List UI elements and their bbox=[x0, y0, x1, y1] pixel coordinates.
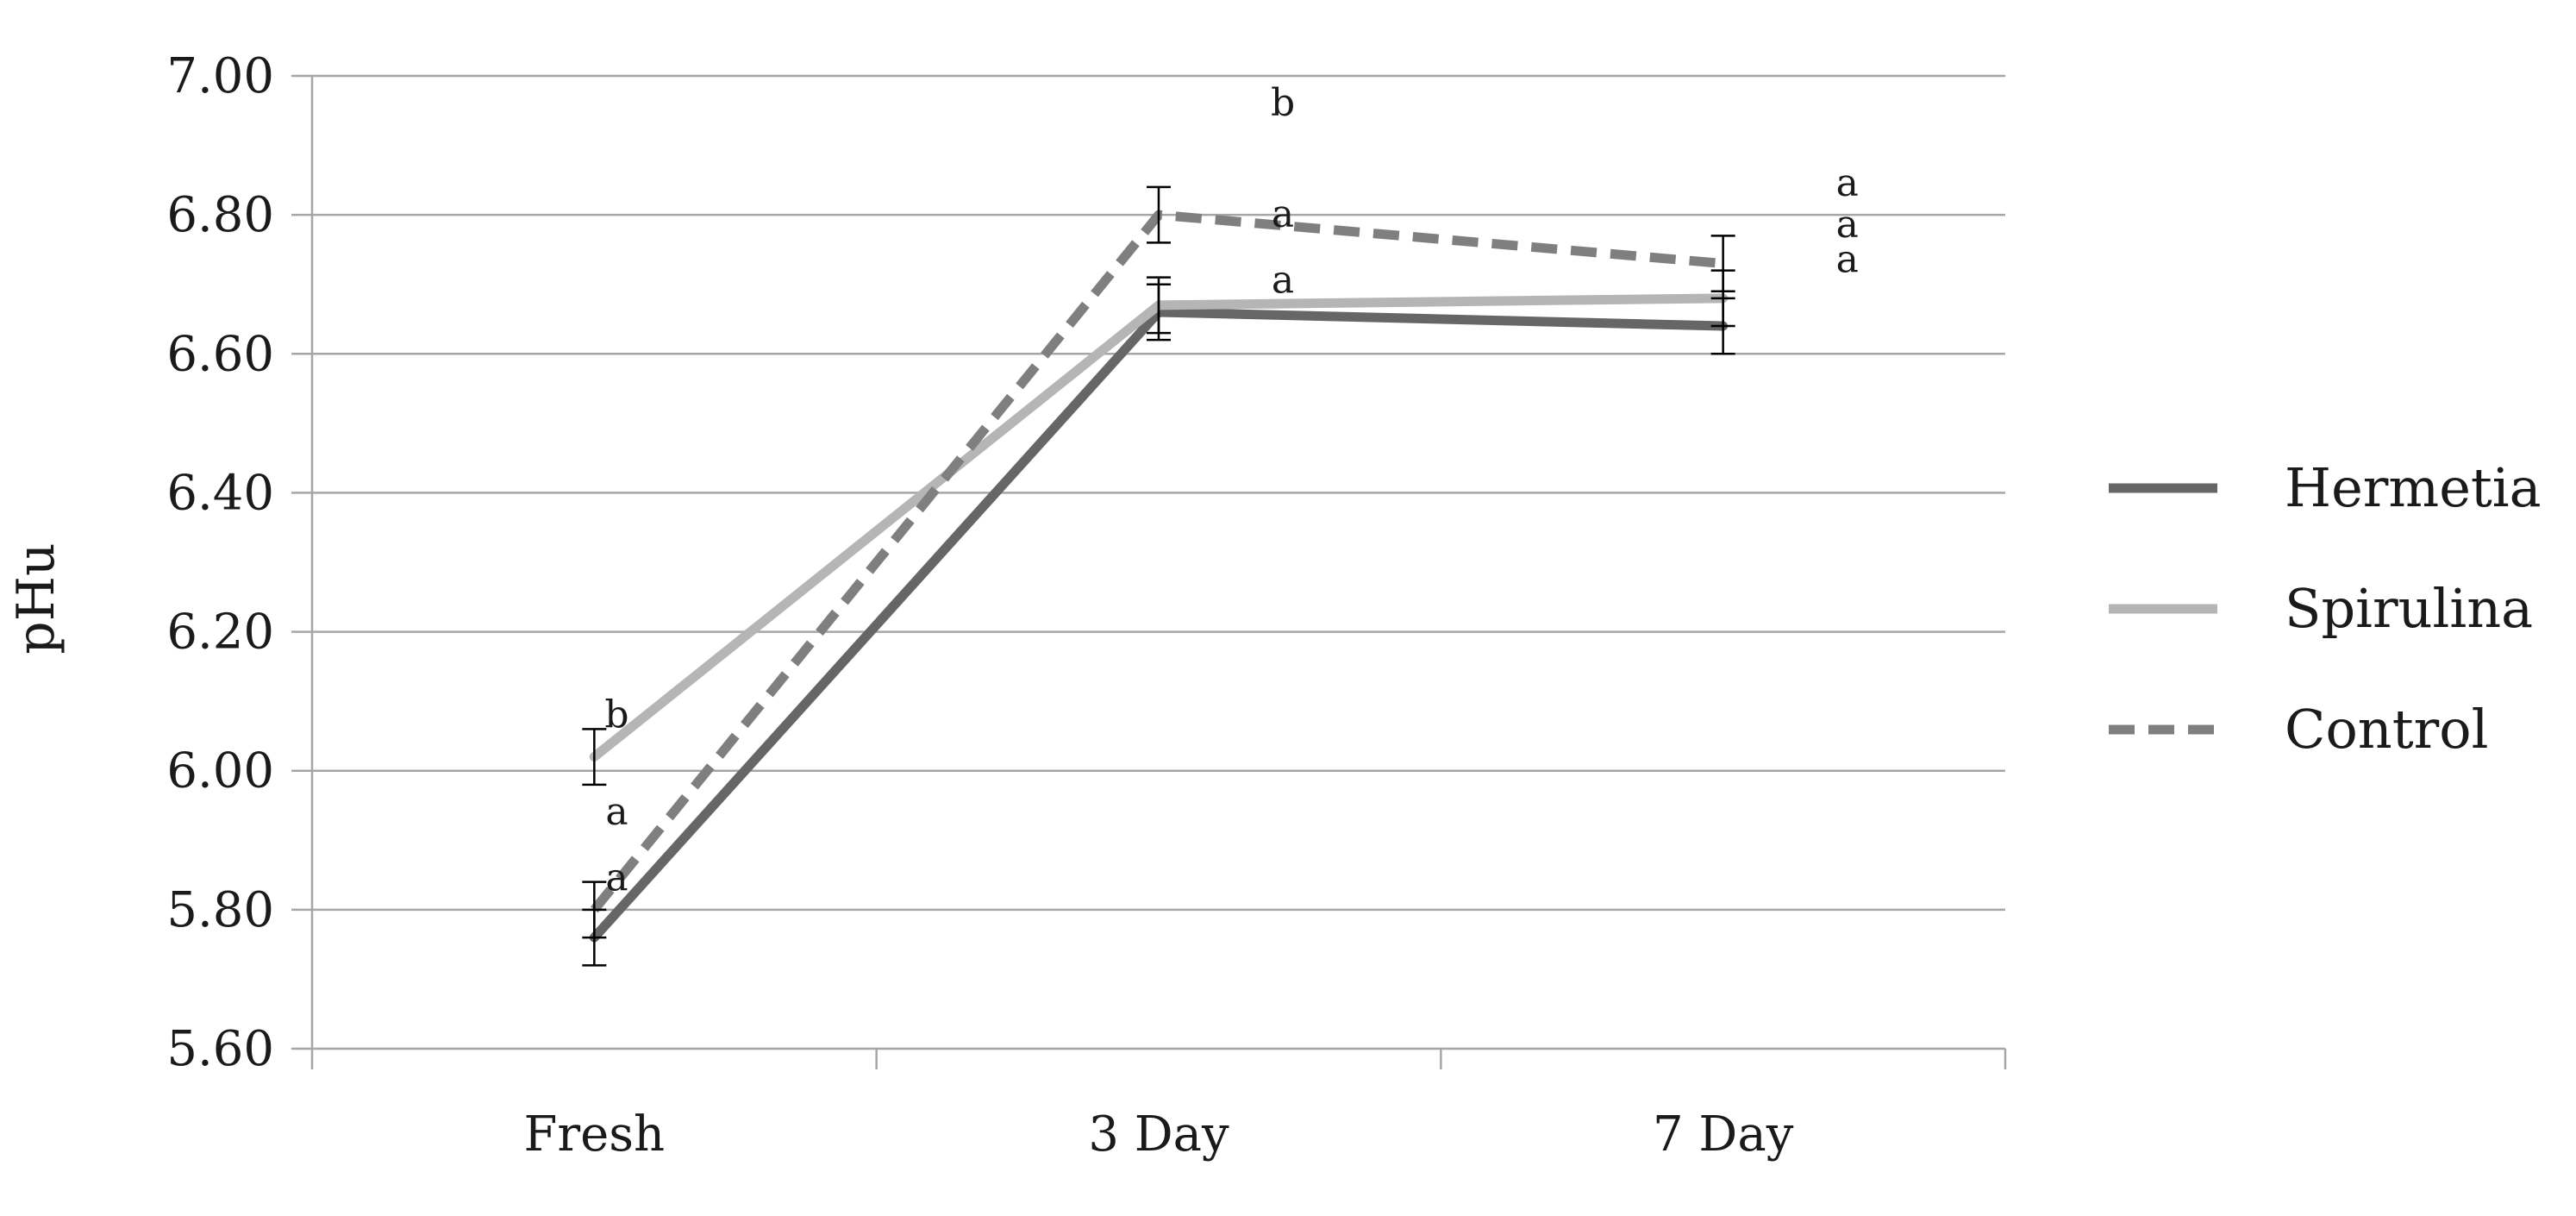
legend: Hermetia Spirulina Control bbox=[2109, 456, 2542, 761]
y-axis-title: pHu bbox=[6, 542, 66, 654]
y-tick-label: 6.40 bbox=[166, 465, 274, 521]
legend-label: Control bbox=[2285, 698, 2488, 761]
x-tick-label: 3 Day bbox=[1088, 1106, 1229, 1163]
x-tick-label: Fresh bbox=[524, 1106, 666, 1163]
series-line-spirulina bbox=[589, 293, 1729, 762]
y-tick-labels: 5.60 5.80 6.00 6.20 6.40 6.60 6.80 7.00 bbox=[166, 48, 274, 1077]
legend-item-hermetia: Hermetia bbox=[2109, 456, 2542, 519]
y-tick-label: 5.60 bbox=[166, 1021, 274, 1077]
significance-letter: a bbox=[1836, 238, 1859, 282]
y-tick-label: 7.00 bbox=[166, 48, 274, 104]
legend-label: Hermetia bbox=[2285, 456, 2542, 519]
significance-letter: b bbox=[604, 693, 628, 736]
gridlines bbox=[291, 74, 2005, 1050]
axes bbox=[310, 76, 2007, 1069]
x-tick-labels: Fresh 3 Day 7 Day bbox=[524, 1106, 1794, 1163]
error-bar-spirulina bbox=[582, 728, 607, 787]
error-bar-control bbox=[1710, 235, 1735, 293]
error-bars bbox=[582, 185, 1735, 967]
y-tick-label: 6.60 bbox=[166, 326, 274, 382]
significance-letter: a bbox=[1272, 259, 1294, 303]
y-tick-label: 6.80 bbox=[166, 187, 274, 243]
y-tick-label: 5.80 bbox=[166, 882, 274, 938]
legend-item-control: Control bbox=[2109, 698, 2488, 761]
y-tick-label: 6.20 bbox=[166, 605, 274, 661]
significance-letter: a bbox=[605, 790, 628, 834]
significance-letter: b bbox=[1271, 81, 1295, 125]
error-bar-spirulina bbox=[1147, 276, 1171, 335]
error-bar-control bbox=[1147, 185, 1171, 244]
significance-letter: a bbox=[605, 856, 628, 900]
error-bar-control bbox=[582, 881, 607, 939]
significance-letter: a bbox=[1272, 192, 1294, 236]
y-tick-label: 6.00 bbox=[166, 743, 274, 799]
legend-label: Spirulina bbox=[2285, 577, 2533, 640]
significance-letter: a bbox=[1836, 203, 1859, 247]
legend-item-spirulina: Spirulina bbox=[2109, 577, 2533, 640]
significance-letter: a bbox=[1836, 161, 1859, 205]
x-tick-label: 7 Day bbox=[1653, 1106, 1794, 1163]
